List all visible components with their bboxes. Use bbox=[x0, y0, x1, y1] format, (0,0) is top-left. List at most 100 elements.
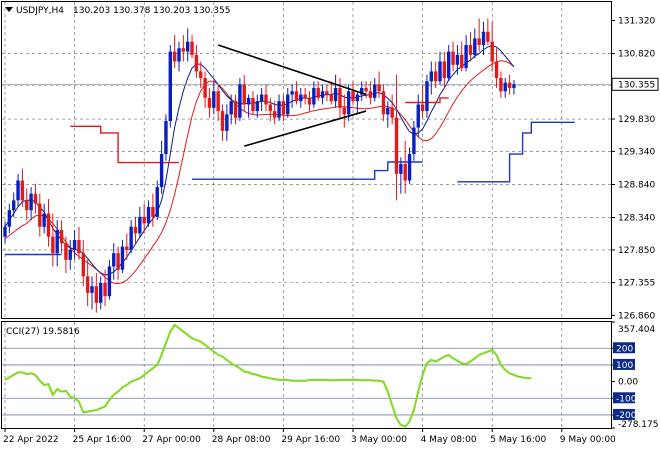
bear-candle bbox=[377, 84, 381, 92]
bull-candle bbox=[120, 246, 125, 270]
bear-candle bbox=[273, 111, 277, 118]
main-grid bbox=[2, 2, 611, 318]
bear-candle bbox=[251, 97, 255, 112]
bull-candle bbox=[12, 200, 16, 211]
fast-moving-average-line bbox=[4, 45, 515, 276]
bear-candle bbox=[403, 163, 407, 181]
symbol-label: USDJPY,H4 bbox=[16, 6, 64, 16]
bear-candle bbox=[507, 82, 512, 88]
bull-candle bbox=[246, 97, 251, 105]
bear-candle bbox=[199, 71, 203, 79]
bull-candle bbox=[107, 266, 112, 297]
bear-candle bbox=[468, 44, 473, 55]
bull-candle bbox=[112, 253, 116, 267]
ohlc-readout: 130.203 130.378 130.203 130.355 bbox=[73, 6, 230, 16]
bear-candle bbox=[59, 230, 64, 244]
cci-axis: 357.404 200 100 0.00 -100 -200-278.175 bbox=[611, 321, 658, 430]
bull-candle bbox=[168, 51, 172, 121]
bull-candle bbox=[146, 206, 151, 224]
bear-candle bbox=[20, 180, 25, 201]
price-tick-label: 127.850 bbox=[618, 246, 655, 256]
bear-candle bbox=[451, 51, 455, 65]
bear-candle bbox=[116, 253, 120, 270]
price-tick-label: 126.860 bbox=[618, 311, 655, 321]
bull-candle bbox=[277, 101, 281, 118]
time-tick-label: 27 Apr 00:00 bbox=[142, 435, 201, 445]
bear-candle bbox=[46, 213, 51, 237]
support-stop-line bbox=[192, 161, 423, 180]
time-tick-label: 5 May 16:00 bbox=[490, 435, 546, 445]
price-tick-label: 128.840 bbox=[618, 180, 655, 190]
bear-candle bbox=[368, 91, 373, 98]
bear-candle bbox=[103, 282, 107, 297]
bear-candle bbox=[194, 54, 199, 72]
collapse-triangle-icon[interactable] bbox=[5, 7, 13, 12]
bull-candle bbox=[255, 101, 259, 112]
bear-candle bbox=[207, 97, 212, 108]
cci-level-badge bbox=[613, 408, 635, 420]
bull-candle bbox=[138, 216, 142, 234]
bear-candle bbox=[364, 87, 368, 92]
bear-candle bbox=[51, 236, 55, 254]
slow-moving-average-line bbox=[4, 60, 515, 285]
bull-candle bbox=[473, 38, 477, 55]
bull-candle bbox=[55, 230, 59, 254]
bull-candle bbox=[259, 94, 264, 102]
bull-candle bbox=[333, 87, 338, 102]
bear-candle bbox=[77, 239, 81, 254]
bull-candle bbox=[386, 107, 390, 115]
bear-candle bbox=[433, 71, 438, 82]
bear-candle bbox=[216, 91, 220, 112]
cci-tick-label: 100 bbox=[616, 361, 633, 371]
current-price-label: 130.355 bbox=[618, 80, 655, 90]
bear-candle bbox=[38, 203, 42, 227]
bear-candle bbox=[477, 38, 481, 45]
bull-candle bbox=[399, 163, 403, 174]
bear-candle bbox=[390, 107, 394, 118]
bull-candle bbox=[320, 91, 325, 98]
cci-level-badge bbox=[613, 392, 635, 404]
lower-trendline bbox=[244, 110, 367, 147]
bear-candle bbox=[351, 91, 355, 102]
bear-candle bbox=[81, 253, 85, 277]
cci-tick-label: -278.175 bbox=[618, 420, 658, 430]
time-tick-label: 4 May 08:00 bbox=[421, 435, 477, 445]
bull-candle bbox=[429, 71, 433, 82]
price-tick-label: 128.340 bbox=[618, 214, 655, 224]
bull-candle bbox=[425, 81, 429, 112]
time-axis: 22 Apr 2022 25 Apr 16:00 27 Apr 00:00 28 Ap… bbox=[3, 428, 616, 445]
bear-candle bbox=[172, 51, 177, 62]
bear-candle bbox=[190, 41, 194, 55]
cci-line bbox=[4, 323, 532, 428]
bull-candle bbox=[7, 210, 12, 227]
bull-candle bbox=[68, 249, 72, 260]
bull-candle bbox=[286, 94, 290, 115]
bear-candle bbox=[342, 107, 346, 115]
cci-level-badge bbox=[613, 358, 635, 370]
cci-label: CCI(27) 19.5816 bbox=[6, 327, 80, 337]
bull-candle bbox=[42, 213, 46, 227]
bull-candle bbox=[99, 282, 103, 303]
bull-candle bbox=[407, 154, 412, 181]
bull-candle bbox=[164, 120, 168, 155]
bull-candle bbox=[290, 91, 294, 95]
bear-candle bbox=[499, 78, 503, 92]
main-panel bbox=[1, 1, 612, 319]
bear-candle bbox=[268, 104, 273, 112]
bull-candle bbox=[355, 94, 360, 102]
bull-candle bbox=[299, 94, 303, 102]
bear-candle bbox=[220, 111, 225, 131]
price-tick-label: 129.830 bbox=[618, 115, 655, 125]
bull-candle bbox=[438, 61, 442, 82]
price-tick-label: 129.340 bbox=[618, 147, 655, 157]
bear-candle bbox=[33, 193, 38, 204]
bear-candle bbox=[25, 200, 29, 211]
bear-candle bbox=[203, 78, 207, 98]
bear-candle bbox=[420, 104, 425, 112]
bull-candle bbox=[159, 154, 164, 188]
bear-candle bbox=[281, 101, 286, 115]
time-tick-label: 25 Apr 16:00 bbox=[73, 435, 132, 445]
bear-candle bbox=[294, 91, 299, 102]
bear-candle bbox=[486, 31, 490, 42]
